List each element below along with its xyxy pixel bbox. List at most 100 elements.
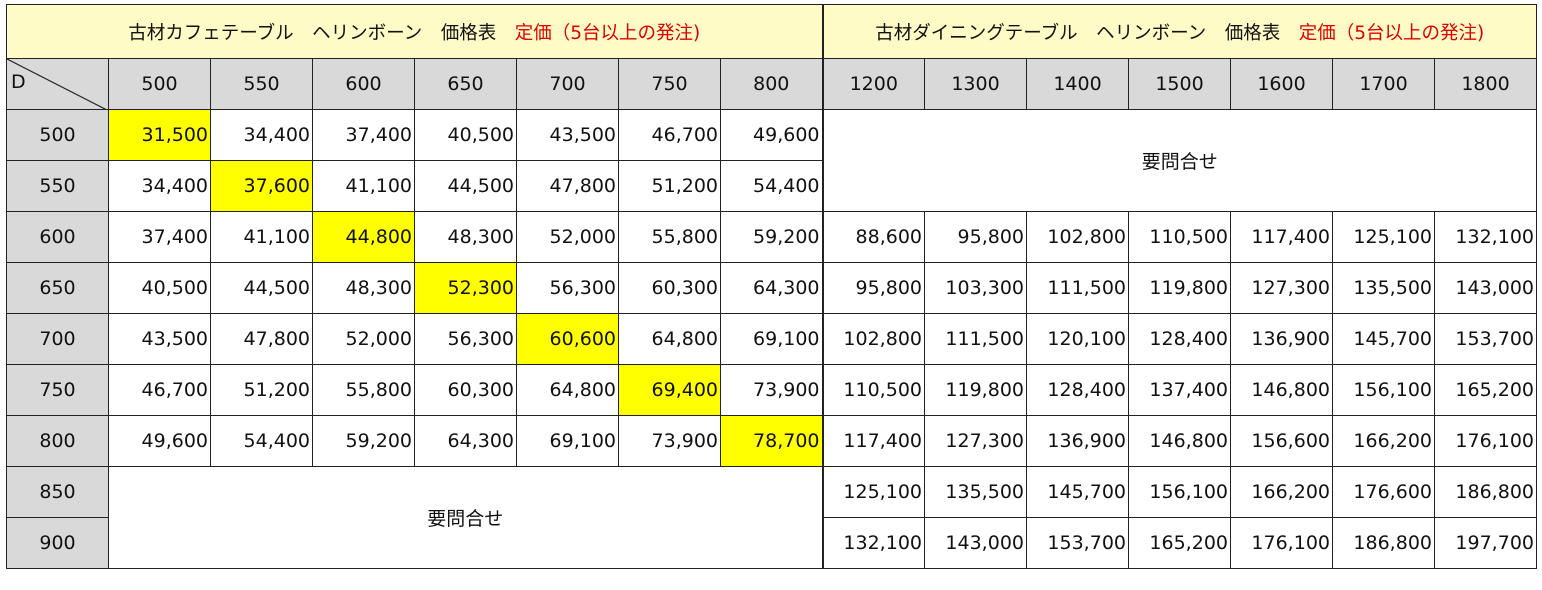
price-cell: 52,000: [516, 211, 619, 263]
price-cell: 49,600: [108, 415, 211, 467]
price-table: 古材カフェテーブル ヘリンボーン 価格表 定価（5台以上の発注) 古材ダイニング…: [6, 4, 1537, 569]
price-cell: 166,200: [1332, 415, 1435, 467]
price-cell: 156,100: [1332, 364, 1435, 416]
table-row: 800 49,600 54,400 59,200 64,300 69,100 73,900 7…: [6, 415, 1537, 467]
price-cell: 88,600: [821, 211, 925, 263]
price-cell: 143,000: [1434, 262, 1537, 314]
dining-table-title: 古材ダイニングテーブル ヘリンボーン 価格表 定価（5台以上の発注): [821, 4, 1537, 59]
row-header-depth: 500: [6, 109, 109, 161]
price-cell: 56,300: [516, 262, 619, 314]
price-cell: 51,200: [210, 364, 313, 416]
price-cell: 64,300: [720, 262, 823, 314]
price-cell: 54,400: [210, 415, 313, 467]
column-header-right: 1800: [1434, 58, 1537, 110]
price-cell: 176,600: [1332, 466, 1435, 518]
price-cell: 132,100: [1434, 211, 1537, 263]
column-header-left: 550: [210, 58, 313, 110]
dining-title-main: 古材ダイニングテーブル ヘリンボーン 価格表: [875, 22, 1281, 44]
price-cell: 59,200: [720, 211, 823, 263]
row-header-depth: 900: [6, 517, 109, 569]
price-cell: 47,800: [516, 160, 619, 212]
price-cell: 146,800: [1230, 364, 1333, 416]
price-cell: 60,300: [414, 364, 517, 416]
column-header-left: 650: [414, 58, 517, 110]
price-cell: 143,000: [924, 517, 1027, 569]
price-cell: 48,300: [312, 262, 415, 314]
price-cell: 37,400: [312, 109, 415, 161]
price-cell: 117,400: [821, 415, 925, 467]
price-cell: 47,800: [210, 313, 313, 365]
price-cell: 55,800: [312, 364, 415, 416]
price-cell: 41,100: [312, 160, 415, 212]
table-row: 750 46,700 51,200 55,800 60,300 64,800 69,400 7…: [6, 364, 1537, 416]
price-cell: 41,100: [210, 211, 313, 263]
price-cell: 166,200: [1230, 466, 1333, 518]
table-row: 550 34,400 37,600 41,100 44,500 47,800 51,200 5…: [6, 160, 1537, 212]
price-cell: 73,900: [618, 415, 721, 467]
price-cell: 176,100: [1230, 517, 1333, 569]
price-cell: 40,500: [414, 109, 517, 161]
price-cell-highlighted: 37,600: [210, 160, 313, 212]
price-cell-highlighted: 44,800: [312, 211, 415, 263]
table-row: 600 37,400 41,100 44,800 48,300 52,000 55,800 5…: [6, 211, 1537, 263]
price-cell: 43,500: [516, 109, 619, 161]
column-header-left: 750: [618, 58, 721, 110]
column-header-left: 600: [312, 58, 415, 110]
price-cell: 55,800: [618, 211, 721, 263]
price-cell: 102,800: [821, 313, 925, 365]
header-row: D 500 550 600 650 700 750 800 1200 1300 1400 1500 1…: [6, 58, 1537, 110]
price-cell: 56,300: [414, 313, 517, 365]
table-row: 850 要問合せ 125,100 135,500 145,700 156,100 166,2…: [6, 466, 1537, 569]
column-header-left: 800: [720, 58, 823, 110]
table-row: 700 43,500 47,800 52,000 56,300 60,600 64,800 6…: [6, 313, 1537, 365]
price-cell: 37,400: [108, 211, 211, 263]
price-cell: 127,300: [924, 415, 1027, 467]
cafe-title-main: 古材カフェテーブル ヘリンボーン 価格表: [128, 22, 497, 44]
column-header-right: 1200: [821, 58, 925, 110]
corner-cell: D: [6, 58, 109, 110]
price-cell: 110,500: [821, 364, 925, 416]
table-row: 500 31,500 34,400 37,400 40,500 43,500 46,700 4…: [6, 109, 1537, 212]
dining-inquiry-cell: 要問合せ: [821, 109, 1537, 212]
price-cell: 34,400: [210, 109, 313, 161]
price-cell: 125,100: [821, 466, 925, 518]
corner-label: D: [11, 71, 26, 93]
price-cell: 95,800: [924, 211, 1027, 263]
cafe-inquiry-cell: 要問合せ: [108, 466, 823, 569]
row-header-depth: 850: [6, 466, 109, 518]
price-cell: 69,100: [516, 415, 619, 467]
price-cell: 153,700: [1026, 517, 1129, 569]
price-cell: 120,100: [1026, 313, 1129, 365]
price-cell: 145,700: [1026, 466, 1129, 518]
column-header-right: 1400: [1026, 58, 1129, 110]
price-cell: 103,300: [924, 262, 1027, 314]
price-cell: 127,300: [1230, 262, 1333, 314]
price-cell: 135,500: [1332, 262, 1435, 314]
price-cell: 132,100: [821, 517, 925, 569]
price-cell-highlighted: 31,500: [108, 109, 211, 161]
price-cell: 176,100: [1434, 415, 1537, 467]
price-cell: 135,500: [924, 466, 1027, 518]
price-cell: 136,900: [1230, 313, 1333, 365]
price-cell: 119,800: [1128, 262, 1231, 314]
price-cell: 51,200: [618, 160, 721, 212]
price-cell: 46,700: [108, 364, 211, 416]
price-cell-highlighted: 78,700: [720, 415, 823, 467]
price-cell: 186,800: [1434, 466, 1537, 518]
price-cell: 145,700: [1332, 313, 1435, 365]
cafe-table-title: 古材カフェテーブル ヘリンボーン 価格表 定価（5台以上の発注): [6, 4, 823, 59]
price-cell: 111,500: [924, 313, 1027, 365]
price-cell: 197,700: [1434, 517, 1537, 569]
price-cell: 60,300: [618, 262, 721, 314]
price-cell: 111,500: [1026, 262, 1129, 314]
price-cell: 165,200: [1434, 364, 1537, 416]
price-cell: 59,200: [312, 415, 415, 467]
price-cell-highlighted: 52,300: [414, 262, 517, 314]
price-cell: 119,800: [924, 364, 1027, 416]
price-cell: 125,100: [1332, 211, 1435, 263]
price-cell: 54,400: [720, 160, 823, 212]
price-cell: 102,800: [1026, 211, 1129, 263]
price-cell: 165,200: [1128, 517, 1231, 569]
price-cell: 128,400: [1026, 364, 1129, 416]
price-cell: 110,500: [1128, 211, 1231, 263]
